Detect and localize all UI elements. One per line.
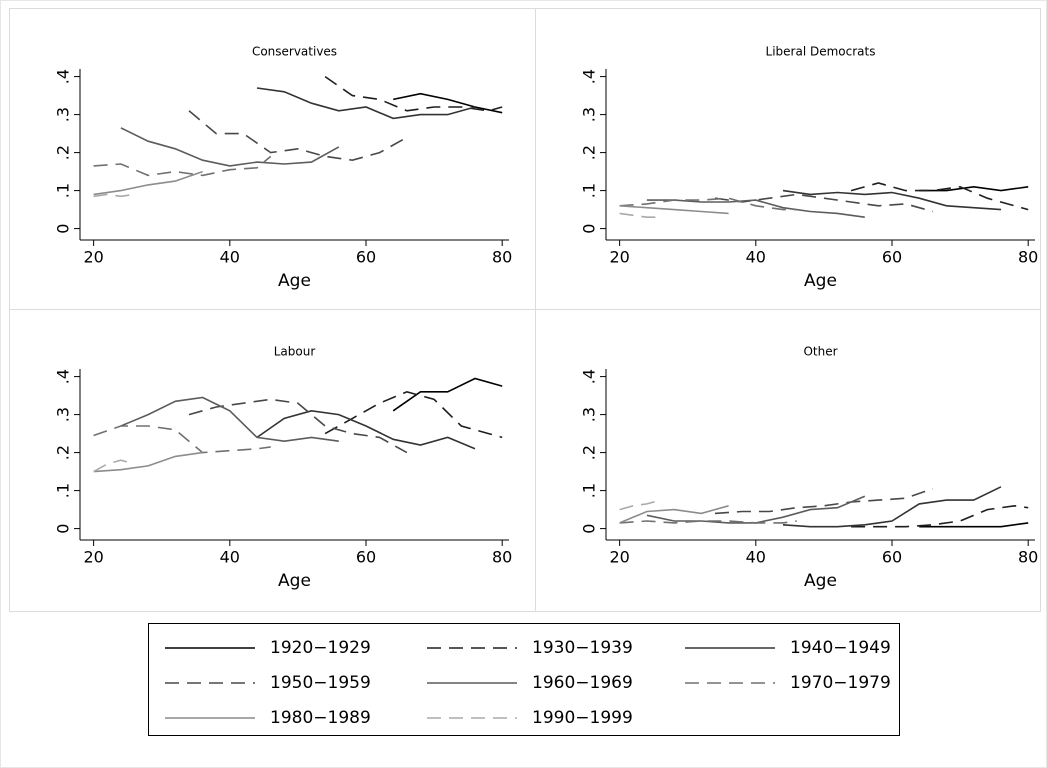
series-line xyxy=(120,127,340,167)
series-line xyxy=(120,396,339,443)
x-tick-label: 40 xyxy=(220,248,240,267)
series-line xyxy=(851,504,1029,528)
legend-label: 1970−1979 xyxy=(790,673,891,693)
y-tick-label: .2 xyxy=(580,445,599,460)
x-tick-label: 20 xyxy=(609,548,629,567)
series-line xyxy=(782,189,1002,211)
series-line xyxy=(324,75,503,112)
y-tick-label: .3 xyxy=(580,407,599,422)
x-axis-title: Age xyxy=(804,271,837,291)
y-tick-label: .3 xyxy=(580,107,599,122)
panel-title: Other xyxy=(803,345,837,359)
legend-label: 1940−1949 xyxy=(790,638,891,658)
series-line xyxy=(619,212,661,218)
x-axis-title: Age xyxy=(278,571,311,591)
x-tick-label: 60 xyxy=(356,248,376,267)
series-line xyxy=(619,205,729,215)
x-axis-title: Age xyxy=(278,271,311,291)
y-tick-label: .4 xyxy=(580,69,599,84)
series-line xyxy=(188,398,408,454)
legend-label: 1980−1989 xyxy=(270,708,371,728)
series-line xyxy=(93,459,135,473)
series-line xyxy=(93,170,203,196)
x-tick-label: 60 xyxy=(882,248,902,267)
y-tick-label: .2 xyxy=(580,145,599,160)
y-tick-label: .2 xyxy=(54,145,73,160)
x-tick-label: 40 xyxy=(746,248,766,267)
y-tick-label: .4 xyxy=(54,69,73,84)
y-tick-label: 0 xyxy=(580,224,599,234)
panel-title: Labour xyxy=(274,345,316,359)
x-tick-label: 40 xyxy=(220,548,240,567)
x-tick-label: 20 xyxy=(609,248,629,267)
legend-label: 1930−1939 xyxy=(532,638,633,658)
y-tick-label: 0 xyxy=(54,224,73,234)
y-tick-label: .4 xyxy=(54,369,73,384)
series-line xyxy=(93,425,271,454)
legend-label: 1990−1999 xyxy=(532,708,633,728)
x-tick-label: 60 xyxy=(356,548,376,567)
panel-title: Liberal Democrats xyxy=(766,45,876,59)
x-tick-label: 20 xyxy=(83,248,103,267)
legend-box xyxy=(148,623,900,736)
legend-label: 1950−1959 xyxy=(270,673,371,693)
series-line xyxy=(619,520,797,524)
y-tick-label: .1 xyxy=(580,483,599,498)
legend-label: 1920−1929 xyxy=(270,638,371,658)
series-line xyxy=(256,409,476,450)
y-tick-label: .3 xyxy=(54,407,73,422)
series-line xyxy=(619,505,729,524)
x-tick-label: 20 xyxy=(83,548,103,567)
x-tick-label: 80 xyxy=(492,248,512,267)
series-line xyxy=(93,193,135,198)
y-tick-label: .2 xyxy=(54,445,73,460)
series-line xyxy=(93,451,203,473)
series-line xyxy=(392,377,503,412)
series-line xyxy=(714,487,934,515)
x-tick-label: 80 xyxy=(1018,548,1038,567)
series-line xyxy=(619,499,661,511)
y-tick-label: .1 xyxy=(54,483,73,498)
panel-title: Conservatives xyxy=(252,45,337,59)
series-line xyxy=(188,110,408,162)
series-line xyxy=(919,522,1029,528)
x-axis-title: Age xyxy=(804,571,837,591)
series-line xyxy=(93,155,272,177)
legend-label: 1960−1969 xyxy=(532,673,633,693)
series-line xyxy=(850,182,1029,211)
series-line xyxy=(393,92,503,114)
series-line xyxy=(782,486,1002,528)
y-tick-label: .1 xyxy=(54,183,73,198)
y-tick-label: 0 xyxy=(54,524,73,534)
x-tick-label: 80 xyxy=(1018,248,1038,267)
y-tick-label: .4 xyxy=(580,369,599,384)
y-tick-label: .1 xyxy=(580,183,599,198)
series-line xyxy=(619,197,797,211)
series-line xyxy=(324,390,503,439)
series-line xyxy=(714,193,934,213)
x-tick-label: 60 xyxy=(882,548,902,567)
series-line xyxy=(256,87,476,120)
x-tick-label: 80 xyxy=(492,548,512,567)
series-line xyxy=(646,199,865,218)
y-tick-label: 0 xyxy=(580,524,599,534)
x-tick-label: 40 xyxy=(746,548,766,567)
y-tick-label: .3 xyxy=(54,107,73,122)
